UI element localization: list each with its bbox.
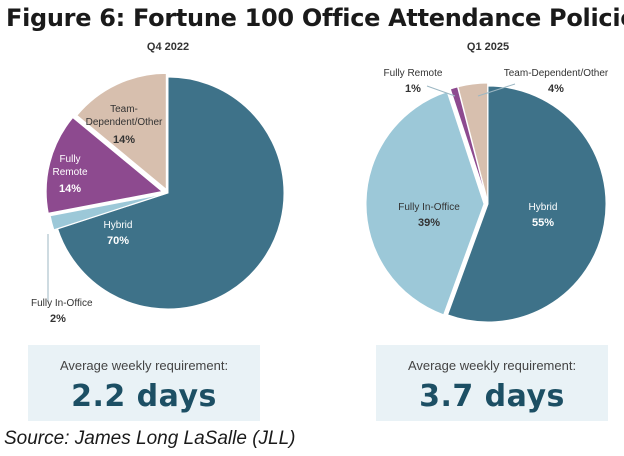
figure-title: Figure 6: Fortune 100 Office Attendance …	[6, 4, 624, 32]
source-note: Source: James Long LaSalle (JLL)	[4, 428, 296, 449]
pie-q1-2025	[365, 82, 607, 323]
slice-value-fully-remote: 1%	[405, 83, 421, 95]
requirement-box-q1-2025: Average weekly requirement: 3.7 days	[376, 345, 608, 421]
leader-line-team-dependent	[477, 83, 516, 97]
chart-title-q4-2022: Q4 2022	[147, 41, 189, 53]
slice-label-fully-in-office: Fully In-Office	[398, 202, 460, 213]
slice-value-hybrid: 70%	[107, 235, 129, 247]
slice-label-hybrid: Hybrid	[529, 202, 558, 213]
pie-slice-hybrid	[57, 76, 285, 310]
slice-value-fully-in-office: 39%	[418, 217, 440, 229]
requirement-box-q4-2022: Average weekly requirement: 2.2 days	[28, 345, 260, 421]
slice-value-team-dependent: 4%	[548, 83, 564, 95]
pie-slice-team-dependent	[457, 82, 489, 202]
pie-charts: Q4 2022 Q1 2025 Hybrid 70% Fully In-Office…	[31, 41, 609, 325]
chart-title-q1-2025: Q1 2025	[467, 41, 509, 53]
slice-value-fully-remote: 14%	[59, 183, 81, 195]
pie-q4-2022	[45, 72, 285, 310]
pie-slice-hybrid	[447, 85, 607, 323]
slice-label-fully-remote: Fully Remote	[52, 154, 87, 178]
slice-label-team-dependent: Team-Dependent/Other	[504, 68, 609, 79]
requirement-value: 3.7 days	[419, 379, 565, 414]
requirement-label: Average weekly requirement:	[407, 358, 577, 373]
pie-slice-fully-in-office	[49, 193, 165, 231]
slice-value-fully-in-office: 2%	[50, 313, 66, 325]
slice-value-hybrid: 55%	[532, 217, 554, 229]
labels-q1-2025: Hybrid 55% Fully In-Office 39% Fully Remote 1…	[384, 68, 609, 229]
slice-label-hybrid: Hybrid	[104, 220, 133, 231]
leader-line-fully-remote	[426, 85, 456, 97]
labels-q4-2022: Hybrid 70% Fully In-Office 2% Fully Remote 14%…	[31, 104, 163, 325]
requirement-label: Average weekly requirement:	[59, 358, 229, 373]
slice-label-team-dependent: Team-Dependent/Other	[86, 104, 163, 128]
slice-value-team-dependent: 14%	[113, 134, 135, 146]
slice-label-fully-in-office: Fully In-Office	[31, 298, 93, 309]
slice-label-fully-remote: Fully Remote	[384, 68, 443, 79]
pie-slice-fully-in-office	[365, 91, 485, 316]
requirement-value: 2.2 days	[71, 379, 217, 414]
pie-slice-fully-remote	[45, 116, 164, 214]
pie-slice-team-dependent	[76, 72, 167, 191]
